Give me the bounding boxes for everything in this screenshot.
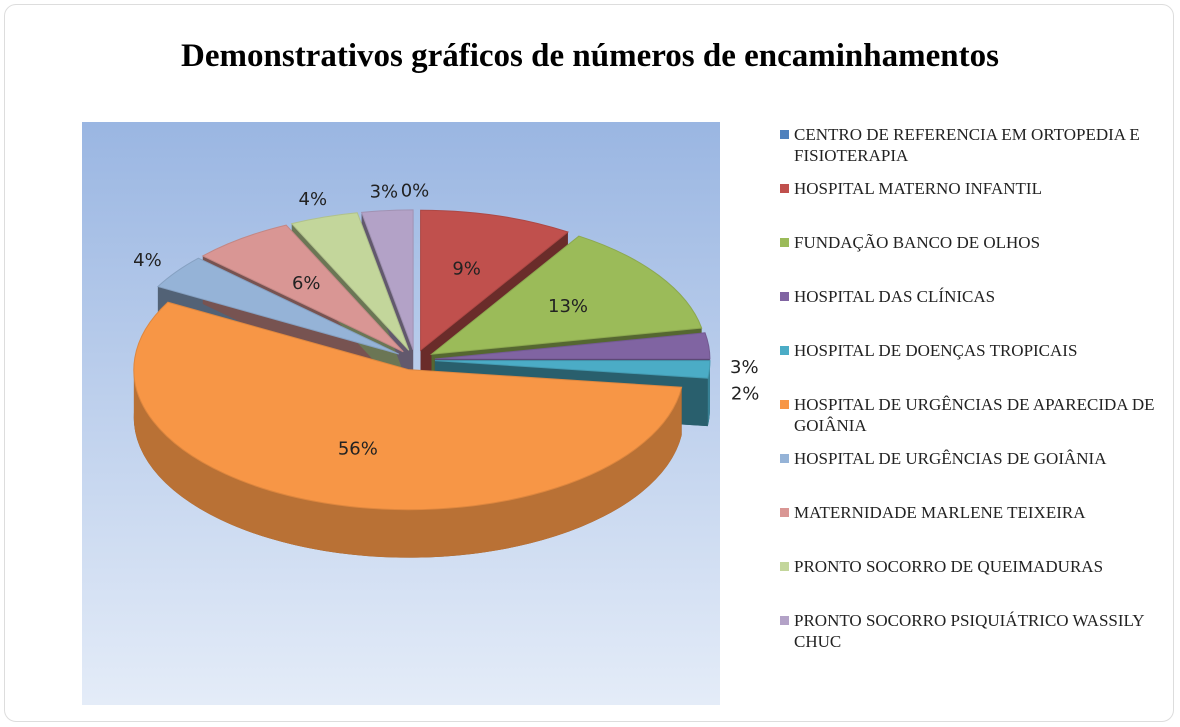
pie-slice [360, 209, 414, 351]
legend-item: CENTRO DE REFERENCIA EM ORTOPEDIA E FISI… [780, 124, 1170, 178]
legend-swatch [780, 508, 789, 517]
legend-label: HOSPITAL DE URGÊNCIAS DE APARECIDA DE GO… [794, 395, 1155, 435]
legend: CENTRO DE REFERENCIA EM ORTOPEDIA E FISI… [780, 124, 1170, 664]
legend-item: HOSPITAL DAS CLÍNICAS [780, 286, 1170, 340]
legend-label: HOSPITAL MATERNO INFANTIL [794, 179, 1042, 198]
legend-item: MATERNIDADE MARLENE TEIXEIRA [780, 502, 1170, 556]
legend-label: HOSPITAL DE DOENÇAS TROPICAIS [794, 341, 1078, 360]
legend-label: HOSPITAL DAS CLÍNICAS [794, 287, 996, 306]
legend-swatch [780, 400, 789, 409]
pie-slice [420, 209, 569, 352]
legend-item: HOSPITAL MATERNO INFANTIL [780, 178, 1170, 232]
pie-slice [429, 235, 703, 355]
pie-slice [434, 332, 711, 360]
slice-wall [133, 369, 682, 558]
data-label: 9% [452, 259, 481, 280]
pie-slice [290, 212, 410, 351]
legend-item: PRONTO SOCORRO DE QUEIMADURAS [780, 556, 1170, 610]
legend-label: PRONTO SOCORRO PSIQUIÁTRICO WASSILY CHUC [794, 611, 1144, 651]
legend-label: HOSPITAL DE URGÊNCIAS DE GOIÂNIA [794, 449, 1107, 468]
legend-item: HOSPITAL DE URGÊNCIAS DE GOIÂNIA [780, 448, 1170, 502]
legend-label: FUNDAÇÃO BANCO DE OLHOS [794, 233, 1041, 252]
data-label: 13% [548, 296, 588, 317]
legend-item: FUNDAÇÃO BANCO DE OLHOS [780, 232, 1170, 286]
legend-label: PRONTO SOCORRO DE QUEIMADURAS [794, 557, 1104, 576]
legend-swatch [780, 238, 789, 247]
data-label: 6% [292, 273, 321, 294]
pie-slice [133, 301, 683, 511]
data-label: 3% [730, 357, 759, 378]
legend-label: MATERNIDADE MARLENE TEIXEIRA [794, 503, 1086, 522]
legend-swatch [780, 346, 789, 355]
legend-label: CENTRO DE REFERENCIA EM ORTOPEDIA E FISI… [794, 125, 1140, 165]
legend-swatch [780, 184, 789, 193]
data-label: 0% [401, 181, 430, 202]
data-label: 2% [731, 384, 760, 405]
pie-slice [201, 224, 404, 353]
legend-swatch [780, 292, 789, 301]
data-label: 56% [338, 439, 378, 460]
legend-item: PRONTO SOCORRO PSIQUIÁTRICO WASSILY CHUC [780, 610, 1170, 664]
data-label: 3% [370, 181, 399, 202]
legend-item: HOSPITAL DE DOENÇAS TROPICAIS [780, 340, 1170, 394]
legend-swatch [780, 130, 789, 139]
data-label: 4% [299, 189, 328, 210]
pie-slice [434, 360, 711, 379]
legend-swatch [780, 616, 789, 625]
legend-swatch [780, 454, 789, 463]
legend-swatch [780, 562, 789, 571]
chart-title: Demonstrativos gráficos de números de en… [181, 38, 999, 74]
legend-item: HOSPITAL DE URGÊNCIAS DE APARECIDA DE GO… [780, 394, 1170, 448]
data-label: 4% [133, 250, 162, 271]
pie-slice [156, 257, 400, 355]
